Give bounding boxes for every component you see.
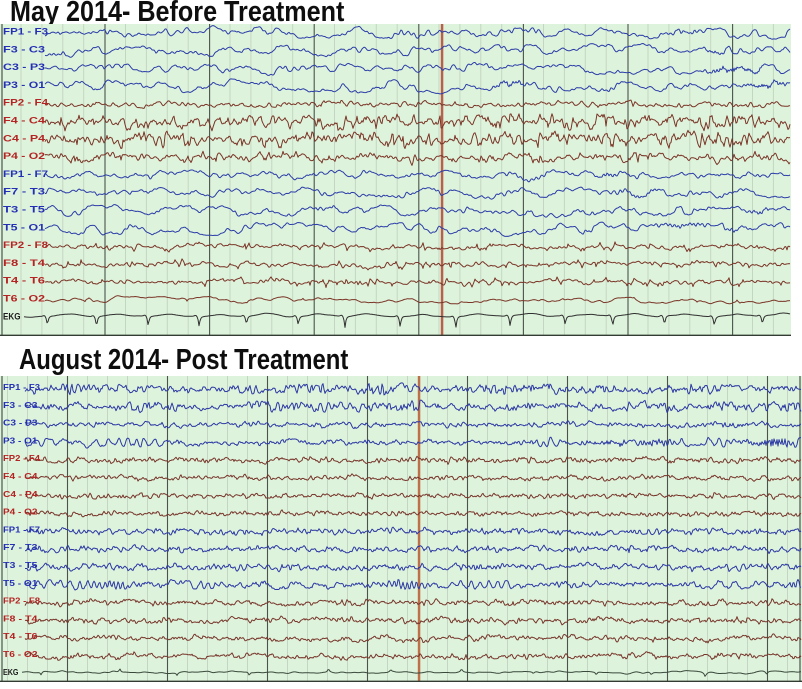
svg-text:F3 - C3: F3 - C3 <box>3 44 45 55</box>
svg-text:T5 - O1: T5 - O1 <box>3 222 46 233</box>
svg-text:C4 - P4: C4 - P4 <box>3 489 38 499</box>
svg-text:FP1 - F7: FP1 - F7 <box>3 524 40 534</box>
svg-text:EKG: EKG <box>3 311 21 322</box>
svg-text:P4 - O2: P4 - O2 <box>3 151 45 162</box>
svg-text:F3 - C3: F3 - C3 <box>3 400 38 410</box>
svg-text:F4 - C4: F4 - C4 <box>3 116 46 127</box>
svg-text:T5 - O1: T5 - O1 <box>3 578 38 588</box>
svg-text:T6 - O2: T6 - O2 <box>3 294 45 305</box>
svg-text:T3 - T5: T3 - T5 <box>3 560 38 570</box>
svg-text:FP2 - F4: FP2 - F4 <box>3 98 49 109</box>
svg-text:FP2 - F4: FP2 - F4 <box>3 453 40 463</box>
svg-text:EKG: EKG <box>3 667 19 677</box>
svg-text:P3 - O1: P3 - O1 <box>3 435 38 445</box>
svg-text:T4 - T6: T4 - T6 <box>3 631 38 641</box>
svg-text:F8 - T4: F8 - T4 <box>3 613 38 623</box>
svg-text:P4 - O2: P4 - O2 <box>3 507 38 517</box>
svg-text:FP2 - F8: FP2 - F8 <box>3 596 40 606</box>
svg-text:C3 - P3: C3 - P3 <box>3 418 38 428</box>
svg-text:F8 - T4: F8 - T4 <box>3 258 46 269</box>
svg-text:FP1 - F3: FP1 - F3 <box>3 382 40 392</box>
svg-text:FP2 - F8: FP2 - F8 <box>3 240 48 251</box>
svg-text:P3 - O1: P3 - O1 <box>3 80 46 91</box>
svg-text:FP1 - F7: FP1 - F7 <box>3 169 48 180</box>
svg-text:C4 - P4: C4 - P4 <box>3 133 46 144</box>
svg-text:FP1 - F3: FP1 - F3 <box>3 27 48 38</box>
svg-text:T3 - T5: T3 - T5 <box>3 205 46 216</box>
svg-text:F4 - C4: F4 - C4 <box>3 471 38 481</box>
svg-text:T4 - T6: T4 - T6 <box>3 276 45 287</box>
svg-text:C3 - P3: C3 - P3 <box>3 62 45 73</box>
svg-text:F7 - T3: F7 - T3 <box>3 542 38 552</box>
svg-text:T6 - O2: T6 - O2 <box>3 649 38 659</box>
svg-text:F7 - T3: F7 - T3 <box>3 187 45 198</box>
